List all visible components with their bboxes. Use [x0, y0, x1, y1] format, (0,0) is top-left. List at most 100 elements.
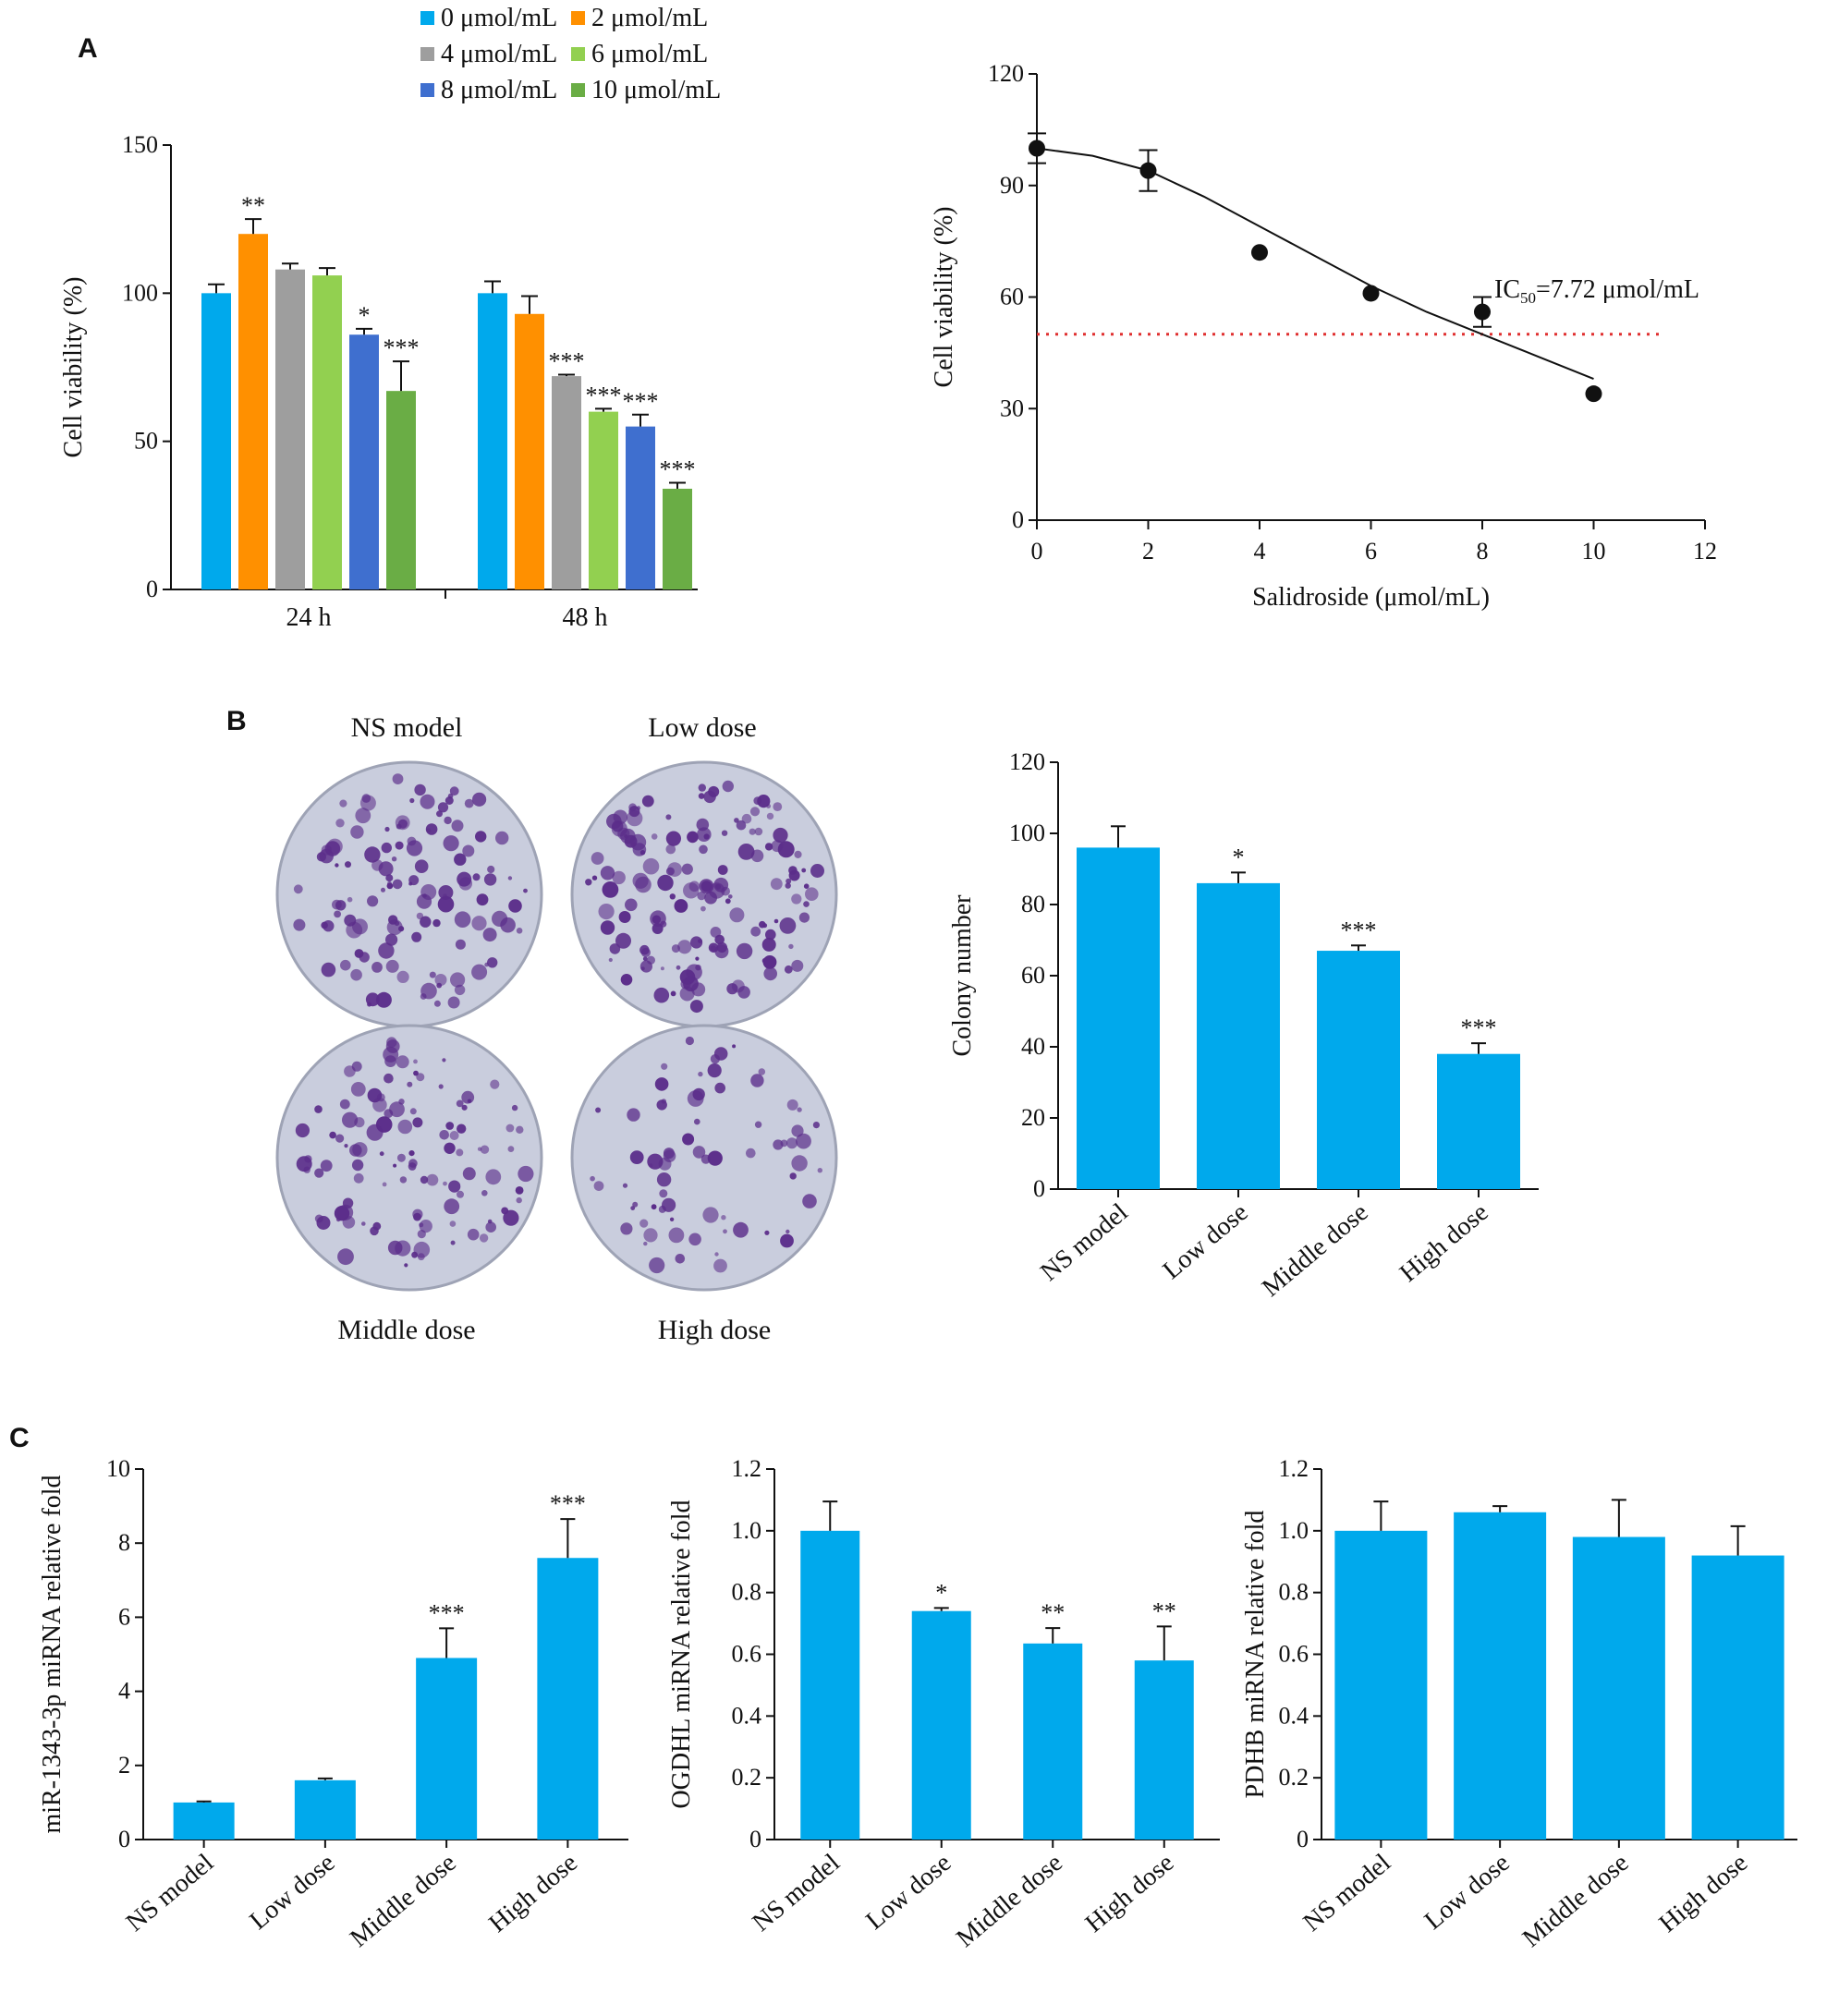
- colony: [723, 1229, 727, 1234]
- significance-label: **: [241, 192, 265, 219]
- x-tick-label: 0: [1031, 538, 1043, 565]
- colony: [476, 893, 489, 906]
- colony: [351, 1159, 364, 1172]
- colony: [438, 1084, 444, 1089]
- colony: [652, 923, 664, 934]
- colony: [319, 848, 335, 864]
- colony: [665, 867, 675, 876]
- colony: [689, 1000, 703, 1014]
- legend-swatch: [571, 11, 585, 25]
- significance-label: ***: [1461, 1014, 1497, 1041]
- colony: [353, 1172, 364, 1184]
- colony: [812, 1122, 821, 1129]
- bar: [1077, 847, 1160, 1189]
- colony: [598, 904, 615, 920]
- colony: [732, 1044, 737, 1049]
- colony: [702, 1207, 719, 1223]
- colony: [355, 808, 371, 824]
- colony: [698, 939, 702, 943]
- colony: [625, 898, 638, 912]
- colony: [715, 883, 721, 890]
- y-tick-label: 0: [749, 1826, 761, 1852]
- colony: [697, 891, 706, 901]
- colony: [710, 1054, 721, 1064]
- colony: [314, 1214, 323, 1223]
- colony: [794, 850, 802, 859]
- colony: [660, 966, 664, 971]
- colony: [345, 861, 351, 868]
- bar: [312, 275, 342, 589]
- colony: [661, 1099, 666, 1104]
- y-tick-label: 30: [1000, 395, 1024, 421]
- colony: [729, 907, 745, 923]
- colony: [758, 1068, 766, 1075]
- significance-label: **: [1041, 1599, 1065, 1626]
- colony: [734, 818, 739, 823]
- colony: [662, 1197, 676, 1212]
- x-tick-label: Middle dose: [1517, 1849, 1635, 1953]
- bar: [386, 391, 416, 589]
- colony: [411, 931, 422, 942]
- colony: [450, 1240, 456, 1245]
- colony: [810, 864, 824, 878]
- colony: [694, 1118, 700, 1125]
- colony: [786, 1137, 798, 1149]
- colony: [366, 1123, 384, 1141]
- significance-label: ***: [549, 348, 585, 375]
- colony: [516, 928, 523, 934]
- y-tick-label: 8: [118, 1529, 130, 1556]
- colony: [622, 1183, 628, 1188]
- y-tick-label: 0: [1033, 1175, 1045, 1202]
- dish-label: High dose: [658, 1315, 772, 1345]
- bar: [478, 293, 507, 589]
- colony: [408, 1150, 415, 1157]
- colony: [462, 844, 475, 857]
- colony: [687, 1090, 704, 1107]
- colony: [429, 971, 436, 978]
- colony: [381, 887, 385, 893]
- colony: [817, 1168, 822, 1173]
- colony: [788, 866, 798, 875]
- y-axis-label: PDHB miRNA relative fold: [1241, 1511, 1270, 1799]
- x-tick-label: Middle dose: [951, 1849, 1068, 1953]
- fit-curve: [1036, 147, 1594, 381]
- x-tick-label: 48 h: [563, 603, 608, 632]
- x-tick-label: NS model: [747, 1848, 845, 1937]
- colony: [654, 1077, 669, 1091]
- y-axis-label: Cell viability (%): [59, 277, 88, 458]
- colony: [507, 876, 513, 880]
- significance-label: *: [935, 1579, 947, 1606]
- colony: [698, 1071, 703, 1077]
- colony: [392, 879, 403, 890]
- colony: [443, 835, 459, 852]
- colony: [707, 1063, 722, 1078]
- colony: [385, 933, 398, 946]
- colony: [753, 796, 762, 805]
- colony: [344, 1065, 356, 1077]
- bar: [911, 1610, 971, 1840]
- bar: [416, 1658, 478, 1840]
- colony: [395, 841, 404, 850]
- colony: [420, 794, 435, 809]
- colony: [503, 1209, 519, 1226]
- colony: [416, 1073, 425, 1082]
- colony: [339, 799, 347, 808]
- colony: [386, 919, 403, 936]
- colony: [516, 1125, 524, 1135]
- y-axis-label: OGDHL miRNA relative fold: [667, 1500, 696, 1808]
- colony: [786, 1229, 790, 1234]
- colony: [642, 857, 660, 875]
- colony: [455, 939, 466, 950]
- colony: [749, 807, 761, 817]
- colony: [688, 1233, 701, 1246]
- bar: [552, 376, 581, 589]
- colony: [665, 831, 682, 846]
- colony: [457, 871, 472, 887]
- colony: [518, 1165, 534, 1183]
- colony: [620, 1222, 633, 1235]
- colony: [632, 1201, 639, 1208]
- y-tick-label: 0: [118, 1826, 130, 1852]
- significance-label: *: [1233, 844, 1245, 870]
- y-tick-label: 120: [1009, 748, 1045, 775]
- colony: [785, 882, 791, 889]
